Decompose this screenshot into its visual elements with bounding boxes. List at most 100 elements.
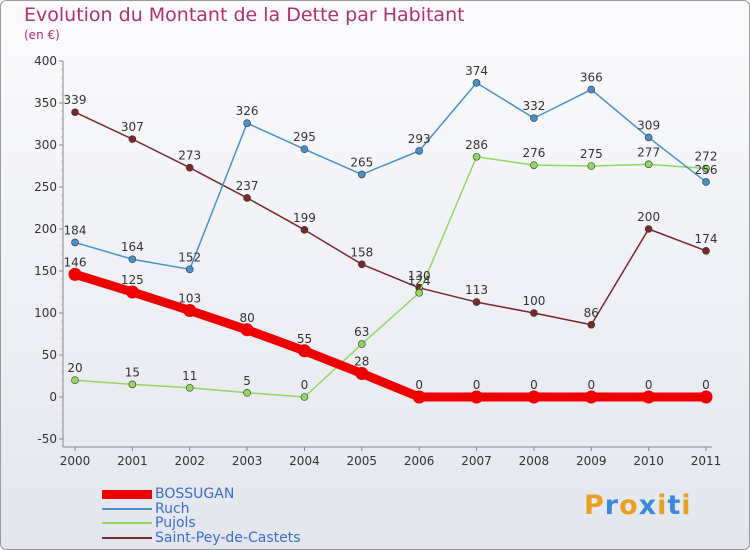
data-point xyxy=(530,114,538,122)
y-tick-label: 0 xyxy=(49,390,57,404)
data-point xyxy=(243,119,251,127)
x-tick-label: 2003 xyxy=(232,454,263,468)
logo-letter: i xyxy=(681,490,692,521)
data-label: 273 xyxy=(178,149,201,163)
data-label: 86 xyxy=(584,306,599,320)
data-point xyxy=(702,164,710,173)
data-point xyxy=(128,135,137,143)
logo-letter: r xyxy=(604,490,620,521)
data-point xyxy=(644,225,653,233)
x-tick-label: 2011 xyxy=(691,454,722,468)
data-point xyxy=(300,226,309,234)
data-point xyxy=(125,285,139,299)
data-point xyxy=(300,393,309,401)
data-label: 80 xyxy=(239,311,254,325)
data-label: 0 xyxy=(645,378,653,392)
data-point xyxy=(358,170,366,179)
data-point xyxy=(412,390,426,404)
data-point xyxy=(472,152,481,161)
legend-label: BOSSUGAN xyxy=(155,486,235,502)
data-label: 164 xyxy=(121,240,144,254)
series-line-3 xyxy=(74,111,707,326)
data-label: 0 xyxy=(301,378,309,392)
data-point xyxy=(415,147,423,155)
data-label: 339 xyxy=(64,93,87,107)
data-point xyxy=(702,247,710,255)
y-tick-label: 400 xyxy=(34,54,57,68)
data-point xyxy=(415,289,423,297)
data-point xyxy=(71,108,79,117)
y-tick-label: 200 xyxy=(34,222,57,236)
data-label: 15 xyxy=(125,365,140,379)
legend-swatch xyxy=(102,522,152,524)
data-point xyxy=(185,265,194,274)
legend-swatch xyxy=(102,508,152,510)
data-label: 130 xyxy=(408,269,431,283)
data-point xyxy=(587,162,596,170)
data-label: 124 xyxy=(408,274,431,288)
data-label: 293 xyxy=(408,132,431,146)
data-point xyxy=(297,344,311,358)
data-point xyxy=(642,390,656,404)
logo-letter: i xyxy=(657,490,668,521)
data-label: 277 xyxy=(637,145,660,159)
data-label: 174 xyxy=(695,232,718,246)
data-label: 309 xyxy=(637,118,660,132)
data-point xyxy=(358,260,366,269)
x-tick-label: 2005 xyxy=(347,454,378,468)
series-line-1 xyxy=(74,82,707,271)
x-tick-label: 2002 xyxy=(174,454,205,468)
data-label: 0 xyxy=(587,378,595,392)
data-label: 199 xyxy=(293,211,316,225)
y-tick-label: 250 xyxy=(34,180,57,194)
legend-label: Pujols xyxy=(155,515,196,531)
data-point xyxy=(243,388,251,397)
data-label: 20 xyxy=(67,361,82,375)
data-label: 275 xyxy=(580,147,603,161)
series-lines xyxy=(68,79,713,404)
x-tick-label: 2004 xyxy=(289,454,320,468)
data-label: 100 xyxy=(522,294,545,308)
data-label: 125 xyxy=(121,273,144,287)
data-label: 158 xyxy=(350,245,373,259)
legend-label: Ruch xyxy=(155,501,190,517)
y-tick-label: 50 xyxy=(42,348,57,362)
data-label: 265 xyxy=(350,155,373,169)
data-label: 146 xyxy=(64,255,87,269)
series-line-2 xyxy=(74,156,707,398)
data-label: 152 xyxy=(178,250,201,264)
data-point xyxy=(358,340,366,348)
data-point xyxy=(128,380,137,389)
data-label: 272 xyxy=(695,150,718,164)
data-point xyxy=(183,303,197,317)
x-tick-label: 2010 xyxy=(633,454,664,468)
logo-letter: x xyxy=(638,490,658,521)
data-point xyxy=(128,255,137,264)
proxiti-logo: Proxiti xyxy=(584,490,692,521)
x-tick-label: 2006 xyxy=(404,454,435,468)
data-label: 0 xyxy=(530,378,538,392)
data-label: 184 xyxy=(64,223,87,237)
data-point xyxy=(587,85,596,94)
chart-title: Evolution du Montant de la Dette par Hab… xyxy=(24,4,465,26)
x-tick-label: 2007 xyxy=(461,454,492,468)
x-tick-label: 2000 xyxy=(60,454,91,468)
data-point xyxy=(530,161,538,169)
data-label: 63 xyxy=(354,325,369,339)
data-point xyxy=(587,320,596,329)
data-label: 256 xyxy=(695,163,718,177)
data-point xyxy=(185,383,194,392)
x-tick-label: 2001 xyxy=(117,454,148,468)
legend-label: Saint-Pey-de-Castets xyxy=(155,530,301,546)
data-label: 276 xyxy=(522,146,545,160)
data-label: 366 xyxy=(580,71,603,85)
data-point xyxy=(185,163,194,172)
data-point xyxy=(300,145,309,153)
data-label: 28 xyxy=(354,354,369,368)
chart-subtitle: (en €) xyxy=(24,28,60,42)
legend-swatch xyxy=(102,537,152,539)
data-point xyxy=(702,178,710,186)
x-tick-label: 2009 xyxy=(576,454,607,468)
